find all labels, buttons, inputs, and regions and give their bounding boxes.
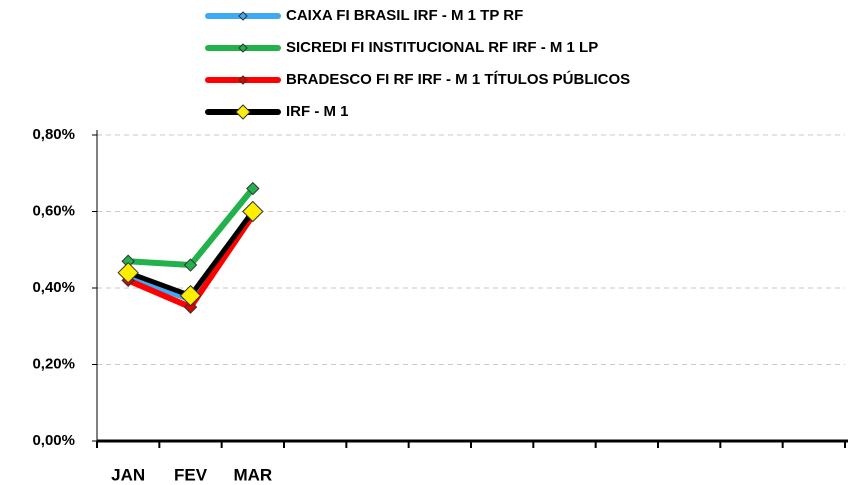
- x-tick-label: FEV: [174, 465, 208, 484]
- legend-label: SICREDI FI INSTITUCIONAL RF IRF - M 1 LP: [286, 39, 598, 56]
- legend-marker: [238, 75, 248, 85]
- legend-label: CAIXA FI BRASIL IRF - M 1 TP RF: [286, 7, 523, 24]
- data-point: [117, 261, 139, 284]
- y-tick-label: 0,40%: [32, 279, 75, 296]
- x-tick-label: MAR: [233, 465, 272, 484]
- data-point: [183, 300, 198, 314]
- x-tick-label: JAN: [111, 465, 145, 484]
- legend-marker: [238, 43, 248, 53]
- legend-label: BRADESCO FI RF IRF - M 1 TÍTULOS PÚBLICO…: [286, 70, 630, 88]
- y-tick-label: 0,20%: [32, 355, 75, 372]
- y-tick-label: 0,60%: [32, 202, 75, 219]
- data-point: [183, 258, 198, 272]
- y-tick-label: 0,80%: [32, 126, 75, 143]
- data-point: [242, 200, 264, 223]
- data-point: [179, 284, 202, 307]
- legend-label: IRF - M 1: [286, 103, 349, 120]
- legend-marker: [235, 104, 251, 120]
- series-line: [127, 186, 256, 269]
- y-tick-label: 0,00%: [32, 432, 75, 449]
- legend-marker: [238, 11, 248, 21]
- data-point: [246, 181, 260, 196]
